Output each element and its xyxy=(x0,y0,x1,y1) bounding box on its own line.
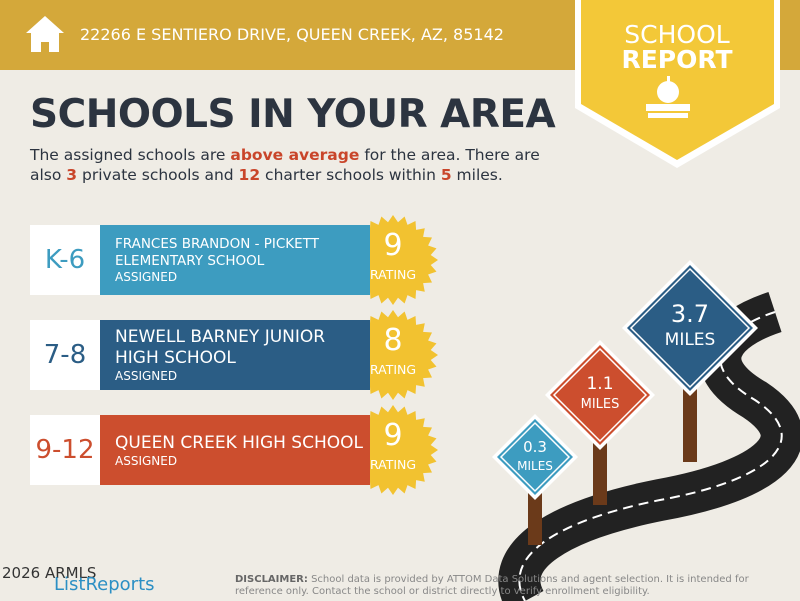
logo: ListReports xyxy=(54,574,155,595)
intro-segment: private schools and xyxy=(77,166,239,184)
sign-outline xyxy=(499,421,571,493)
intro-segment: charter schools within xyxy=(260,166,441,184)
sign-post xyxy=(593,440,607,505)
badge xyxy=(581,0,774,160)
distance: 1.1 xyxy=(586,374,614,394)
school-band: FRANCES BRANDON - PICKETT ELEMENTARY SCH… xyxy=(100,225,370,295)
school-band: QUEEN CREEK HIGH SCHOOL ASSIGNED xyxy=(100,415,370,485)
distance-unit: MILES xyxy=(580,397,620,412)
school-band: NEWELL BARNEY JUNIOR HIGH SCHOOL ASSIGNED xyxy=(100,320,370,390)
school-status: ASSIGNED xyxy=(115,369,178,383)
intro: The assigned schools are above average f… xyxy=(30,145,560,185)
distance-unit: MILES xyxy=(664,330,716,350)
address: 22266 E SENTIERO DRIVE, QUEEN CREEK, AZ,… xyxy=(80,25,504,44)
grade-level: 7-8 xyxy=(30,320,100,390)
badge-text: SCHOOL xyxy=(624,20,730,49)
rating: 9 xyxy=(383,418,403,453)
intro-segment: 3 xyxy=(66,166,78,184)
school-name: NEWELL BARNEY JUNIOR HIGH SCHOOL xyxy=(115,327,326,368)
sign-face xyxy=(497,419,573,495)
distance: 0.3 xyxy=(523,438,547,456)
rating-seal xyxy=(348,215,438,305)
school-status: ASSIGNED xyxy=(115,453,178,468)
distance: 3.7 xyxy=(670,300,710,328)
sign-outline xyxy=(629,267,751,389)
watermark: 2026 ARMLS xyxy=(2,564,97,582)
school-name: QUEEN CREEK HIGH SCHOOL xyxy=(115,432,363,453)
rating-seal xyxy=(348,405,438,495)
signs xyxy=(348,215,758,545)
disclaimer: DISCLAIMER: School data is provided by A… xyxy=(235,574,775,598)
intro-segment: miles. xyxy=(451,166,503,184)
sign-outline xyxy=(552,347,648,443)
badge-text: REPORT xyxy=(621,45,733,74)
sign-post xyxy=(528,490,542,545)
rating-label: RATING xyxy=(369,362,417,377)
school-status: ASSIGNED xyxy=(115,270,178,284)
grade-level: 9-12 xyxy=(30,415,100,485)
intro-segment: for the area. There are also xyxy=(30,146,540,184)
intro-segment: The assigned schools are xyxy=(30,146,231,164)
rating-label: RATING xyxy=(369,267,417,282)
sign-post xyxy=(683,385,697,462)
sign-face xyxy=(627,265,753,391)
disclaimer-text: School data is provided by ATTOM Data So… xyxy=(235,574,749,597)
rating: 9 xyxy=(383,228,403,263)
house-icon xyxy=(26,16,64,52)
grade-level: K-6 xyxy=(30,225,100,295)
rating-label: RATING xyxy=(369,457,417,472)
apple-book-icon xyxy=(646,76,690,118)
rating: 8 xyxy=(383,323,403,358)
intro-segment: 12 xyxy=(238,166,261,184)
distance-unit: MILES xyxy=(517,459,553,473)
rating-seal xyxy=(348,310,438,400)
sign-face xyxy=(550,345,650,445)
title: SCHOOLS IN YOUR AREA xyxy=(30,92,556,137)
disclaimer-label: DISCLAIMER: xyxy=(235,574,308,585)
school-name: FRANCES BRANDON - PICKETT ELEMENTARY SCH… xyxy=(115,236,319,269)
intro-segment: above average xyxy=(230,146,360,164)
intro-segment: 5 xyxy=(440,166,452,184)
